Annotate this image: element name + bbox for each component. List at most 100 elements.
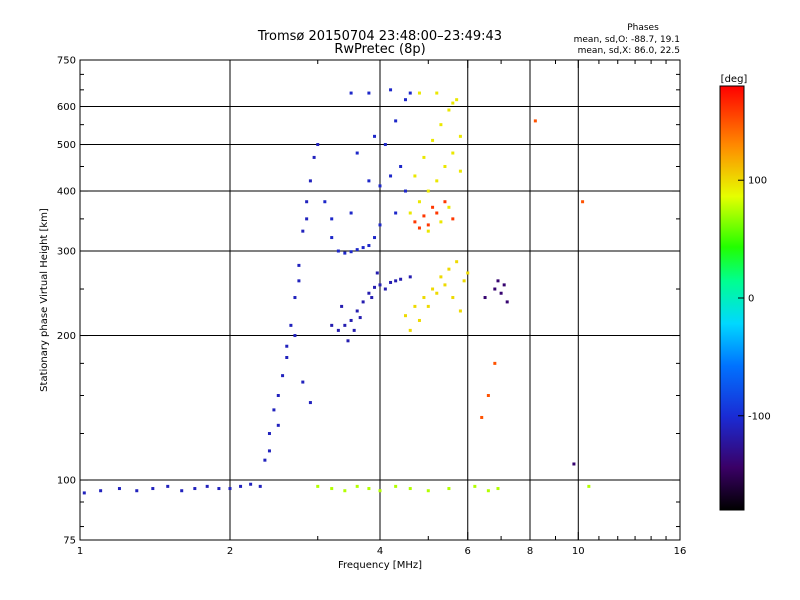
data-point bbox=[340, 304, 344, 308]
data-point bbox=[285, 344, 289, 348]
data-point bbox=[193, 487, 197, 491]
grid-lines bbox=[80, 60, 680, 540]
colorbar bbox=[719, 85, 745, 511]
data-point bbox=[272, 408, 276, 412]
y-tick-label: 100 bbox=[57, 476, 76, 487]
data-point bbox=[293, 296, 297, 300]
data-point bbox=[435, 211, 439, 215]
data-point bbox=[462, 279, 466, 283]
data-point bbox=[367, 91, 371, 95]
data-point bbox=[451, 296, 455, 300]
data-point bbox=[355, 309, 359, 313]
data-point bbox=[389, 280, 393, 284]
data-point bbox=[323, 200, 327, 204]
data-point bbox=[431, 138, 435, 142]
data-point bbox=[417, 91, 421, 95]
data-point bbox=[330, 217, 334, 221]
data-point bbox=[330, 323, 334, 327]
data-point bbox=[389, 88, 393, 92]
data-points bbox=[82, 88, 591, 495]
data-point bbox=[426, 189, 430, 193]
y-axis-label: Stationary phase Virtual Height [km] bbox=[39, 208, 50, 392]
data-point bbox=[312, 155, 316, 159]
data-point bbox=[408, 211, 412, 215]
data-point bbox=[394, 279, 398, 283]
data-point bbox=[289, 323, 293, 327]
y-tick-label: 75 bbox=[63, 536, 76, 547]
data-point bbox=[458, 169, 462, 173]
x-tick-label: 10 bbox=[572, 546, 585, 557]
data-point bbox=[263, 458, 267, 462]
data-point bbox=[349, 211, 353, 215]
data-point bbox=[180, 489, 184, 493]
data-point bbox=[249, 482, 253, 486]
data-point bbox=[587, 484, 591, 488]
colorbar-label: [deg] bbox=[721, 74, 748, 85]
data-point bbox=[443, 283, 447, 287]
data-point bbox=[394, 484, 398, 488]
chart-subtitle: RwPretec (8p) bbox=[334, 42, 425, 57]
data-point bbox=[305, 217, 309, 221]
data-point bbox=[466, 271, 470, 275]
y-tick-label: 300 bbox=[57, 247, 76, 258]
data-point bbox=[349, 250, 353, 254]
x-tick-label: 16 bbox=[674, 546, 687, 557]
data-point bbox=[308, 179, 312, 183]
data-point bbox=[135, 489, 139, 493]
y-tick-label: 400 bbox=[57, 187, 76, 198]
data-point bbox=[258, 484, 262, 488]
data-point bbox=[239, 484, 243, 488]
data-point bbox=[267, 432, 271, 436]
phases-x-line: mean, sd,X: 86.0, 22.5 bbox=[578, 46, 680, 56]
data-point bbox=[358, 316, 362, 320]
data-point bbox=[483, 296, 487, 300]
data-point bbox=[367, 179, 371, 183]
y-tick-label: 200 bbox=[57, 331, 76, 342]
data-point bbox=[408, 487, 412, 491]
data-point bbox=[301, 229, 305, 233]
data-point bbox=[394, 211, 398, 215]
data-point bbox=[451, 217, 455, 221]
data-point bbox=[394, 119, 398, 123]
data-point bbox=[413, 174, 417, 178]
data-point bbox=[417, 226, 421, 230]
data-point bbox=[355, 151, 359, 155]
data-point bbox=[293, 334, 297, 338]
data-point bbox=[458, 134, 462, 138]
chart-title: Tromsø 20150704 23:48:00–23:49:43 bbox=[257, 29, 502, 44]
data-point bbox=[301, 380, 305, 384]
colorbar-ticks: 100 0 -100 bbox=[738, 176, 771, 422]
y-tick-label: 600 bbox=[57, 102, 76, 113]
data-point bbox=[346, 339, 350, 343]
data-point bbox=[383, 143, 387, 147]
data-point bbox=[316, 143, 320, 147]
data-point bbox=[473, 484, 477, 488]
phases-o-line: mean, sd,O: -88.7, 19.1 bbox=[574, 35, 680, 45]
data-point bbox=[361, 246, 365, 250]
y-tick-label: 750 bbox=[57, 56, 76, 67]
data-point bbox=[370, 296, 374, 300]
phases-title: Phases bbox=[627, 23, 659, 33]
x-tick-label: 8 bbox=[527, 546, 533, 557]
x-axis-label: Frequency [MHz] bbox=[338, 560, 422, 571]
data-point bbox=[276, 394, 280, 398]
data-point bbox=[336, 249, 340, 253]
x-tick-label: 6 bbox=[465, 546, 471, 557]
data-point bbox=[399, 164, 403, 168]
data-point bbox=[330, 236, 334, 240]
x-tick-label: 1 bbox=[77, 546, 83, 557]
data-point bbox=[493, 361, 497, 365]
data-point bbox=[447, 267, 451, 271]
x-tick-label: 2 bbox=[227, 546, 233, 557]
data-point bbox=[151, 487, 155, 491]
data-point bbox=[505, 300, 509, 304]
data-point bbox=[426, 304, 430, 308]
data-point bbox=[496, 279, 500, 283]
data-point bbox=[455, 98, 459, 102]
data-point bbox=[297, 279, 301, 283]
data-point bbox=[572, 462, 576, 466]
data-point bbox=[281, 374, 285, 378]
data-point bbox=[308, 401, 312, 405]
colorbar-tick-label: 100 bbox=[748, 176, 767, 187]
